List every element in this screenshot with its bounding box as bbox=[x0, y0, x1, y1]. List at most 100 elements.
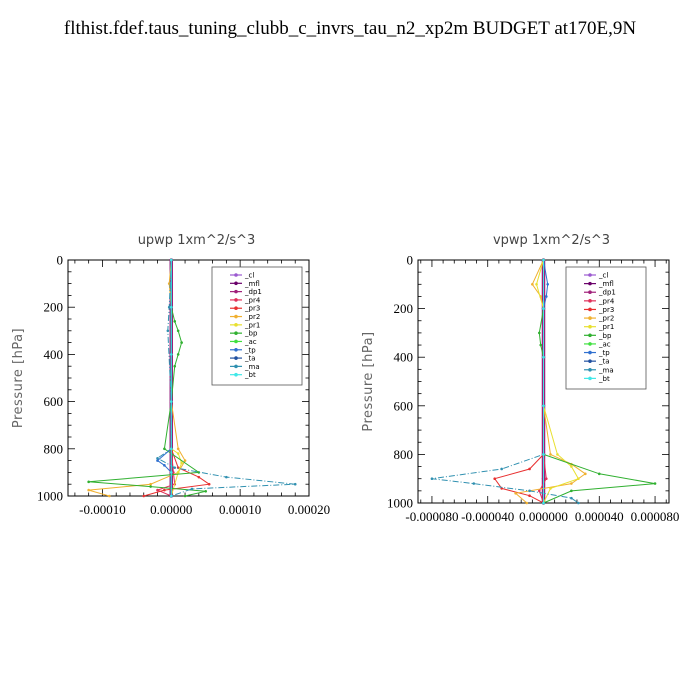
series-point bbox=[156, 488, 159, 492]
legend-label: _mfl bbox=[598, 280, 614, 288]
legend-label: _dp1 bbox=[244, 288, 262, 296]
series-point bbox=[293, 482, 297, 486]
legend-marker bbox=[234, 331, 238, 335]
series-point bbox=[169, 305, 173, 309]
legend-marker bbox=[234, 356, 238, 360]
legend-label: _mfl bbox=[244, 280, 260, 288]
series-point bbox=[176, 329, 180, 333]
series-point bbox=[176, 353, 180, 356]
y-tick-label: 0 bbox=[407, 253, 414, 268]
series-line-pr3 bbox=[143, 260, 211, 497]
legend-label: _ma bbox=[244, 363, 260, 371]
legend-marker bbox=[588, 333, 592, 338]
legend-label: _pr4 bbox=[598, 297, 615, 305]
chart-title: upwp 1xm^2/s^3 bbox=[138, 233, 256, 248]
y-tick-label: 800 bbox=[44, 441, 64, 456]
x-tick-label: -0.000080 bbox=[405, 509, 458, 524]
series-point bbox=[173, 466, 177, 469]
legend-marker bbox=[588, 290, 592, 295]
y-tick-label: 600 bbox=[44, 394, 64, 409]
y-tick-label: 1000 bbox=[37, 489, 63, 504]
series-point bbox=[430, 477, 434, 481]
series-point bbox=[163, 447, 166, 451]
series-point bbox=[176, 447, 180, 451]
legend-marker bbox=[234, 347, 238, 352]
legend-marker bbox=[234, 298, 238, 302]
series-point bbox=[570, 489, 573, 493]
series-point bbox=[163, 464, 166, 467]
x-tick-label: 0.00010 bbox=[219, 502, 261, 517]
series-point bbox=[207, 482, 211, 486]
x-tick-label: 0.000040 bbox=[575, 509, 624, 524]
legend-label: _bt bbox=[598, 375, 610, 383]
legend-marker bbox=[588, 376, 592, 381]
legend-label: _ta bbox=[244, 355, 256, 363]
series-point bbox=[156, 456, 159, 460]
y-tick-label: 200 bbox=[394, 301, 414, 316]
series-line-pr3 bbox=[493, 260, 544, 504]
legend-label: _bp bbox=[244, 330, 258, 338]
legend-marker bbox=[234, 273, 238, 277]
legend-marker bbox=[588, 342, 592, 346]
series-point bbox=[180, 461, 183, 465]
series-point bbox=[169, 471, 173, 474]
legend-marker bbox=[234, 281, 238, 286]
legend-label: _pr4 bbox=[244, 296, 261, 304]
series-point bbox=[528, 467, 531, 471]
series-point bbox=[544, 295, 548, 298]
series-point bbox=[525, 501, 529, 505]
series-point bbox=[542, 453, 545, 456]
series-point bbox=[500, 487, 503, 490]
series-point bbox=[172, 471, 175, 474]
legend-marker bbox=[234, 306, 238, 311]
y-tick-label: 1000 bbox=[387, 496, 413, 511]
legend-marker bbox=[588, 299, 592, 303]
series-point bbox=[528, 489, 531, 493]
y-tick-label: 800 bbox=[394, 447, 414, 462]
series-point bbox=[531, 283, 534, 286]
series-point bbox=[570, 465, 573, 468]
legend-marker bbox=[234, 364, 238, 369]
series-point bbox=[570, 482, 573, 485]
series-point bbox=[183, 494, 187, 498]
series-point bbox=[542, 404, 545, 408]
legend-marker bbox=[588, 367, 592, 372]
legend-box bbox=[211, 266, 303, 386]
y-axis-label: Pressure [hPa] bbox=[11, 328, 26, 428]
series-point bbox=[197, 475, 201, 479]
series-point bbox=[493, 477, 496, 481]
series-point bbox=[204, 489, 208, 493]
series-point bbox=[167, 305, 171, 309]
legend-label: _pr2 bbox=[598, 315, 614, 323]
series-point bbox=[87, 488, 90, 492]
series-point bbox=[546, 283, 549, 286]
legend-label: _ma bbox=[598, 366, 614, 374]
legend-marker bbox=[588, 324, 592, 329]
y-tick-label: 400 bbox=[394, 350, 414, 365]
series-point bbox=[169, 258, 173, 262]
series-point bbox=[542, 355, 545, 359]
series-point bbox=[190, 487, 194, 491]
legend-box bbox=[565, 266, 647, 390]
series-point bbox=[538, 489, 541, 493]
series-point bbox=[570, 496, 573, 500]
series-point bbox=[149, 482, 152, 486]
series-point bbox=[108, 494, 111, 498]
legend-label: _cl bbox=[244, 272, 254, 280]
y-tick-label: 400 bbox=[44, 347, 64, 362]
series-point bbox=[538, 331, 541, 335]
series-point bbox=[544, 477, 548, 481]
series-point bbox=[149, 485, 152, 488]
legend-marker bbox=[588, 273, 592, 277]
series-point bbox=[87, 480, 90, 484]
series-point bbox=[176, 471, 180, 474]
legend-label: _bt bbox=[244, 371, 256, 379]
legend-marker bbox=[234, 323, 238, 327]
y-tick-label: 600 bbox=[394, 398, 414, 413]
x-tick-label: 0.00020 bbox=[288, 502, 330, 517]
series-point bbox=[549, 453, 552, 456]
series-point bbox=[173, 364, 177, 368]
series-point bbox=[156, 459, 159, 462]
series-point bbox=[225, 475, 228, 479]
legend-label: _bp bbox=[598, 332, 612, 340]
